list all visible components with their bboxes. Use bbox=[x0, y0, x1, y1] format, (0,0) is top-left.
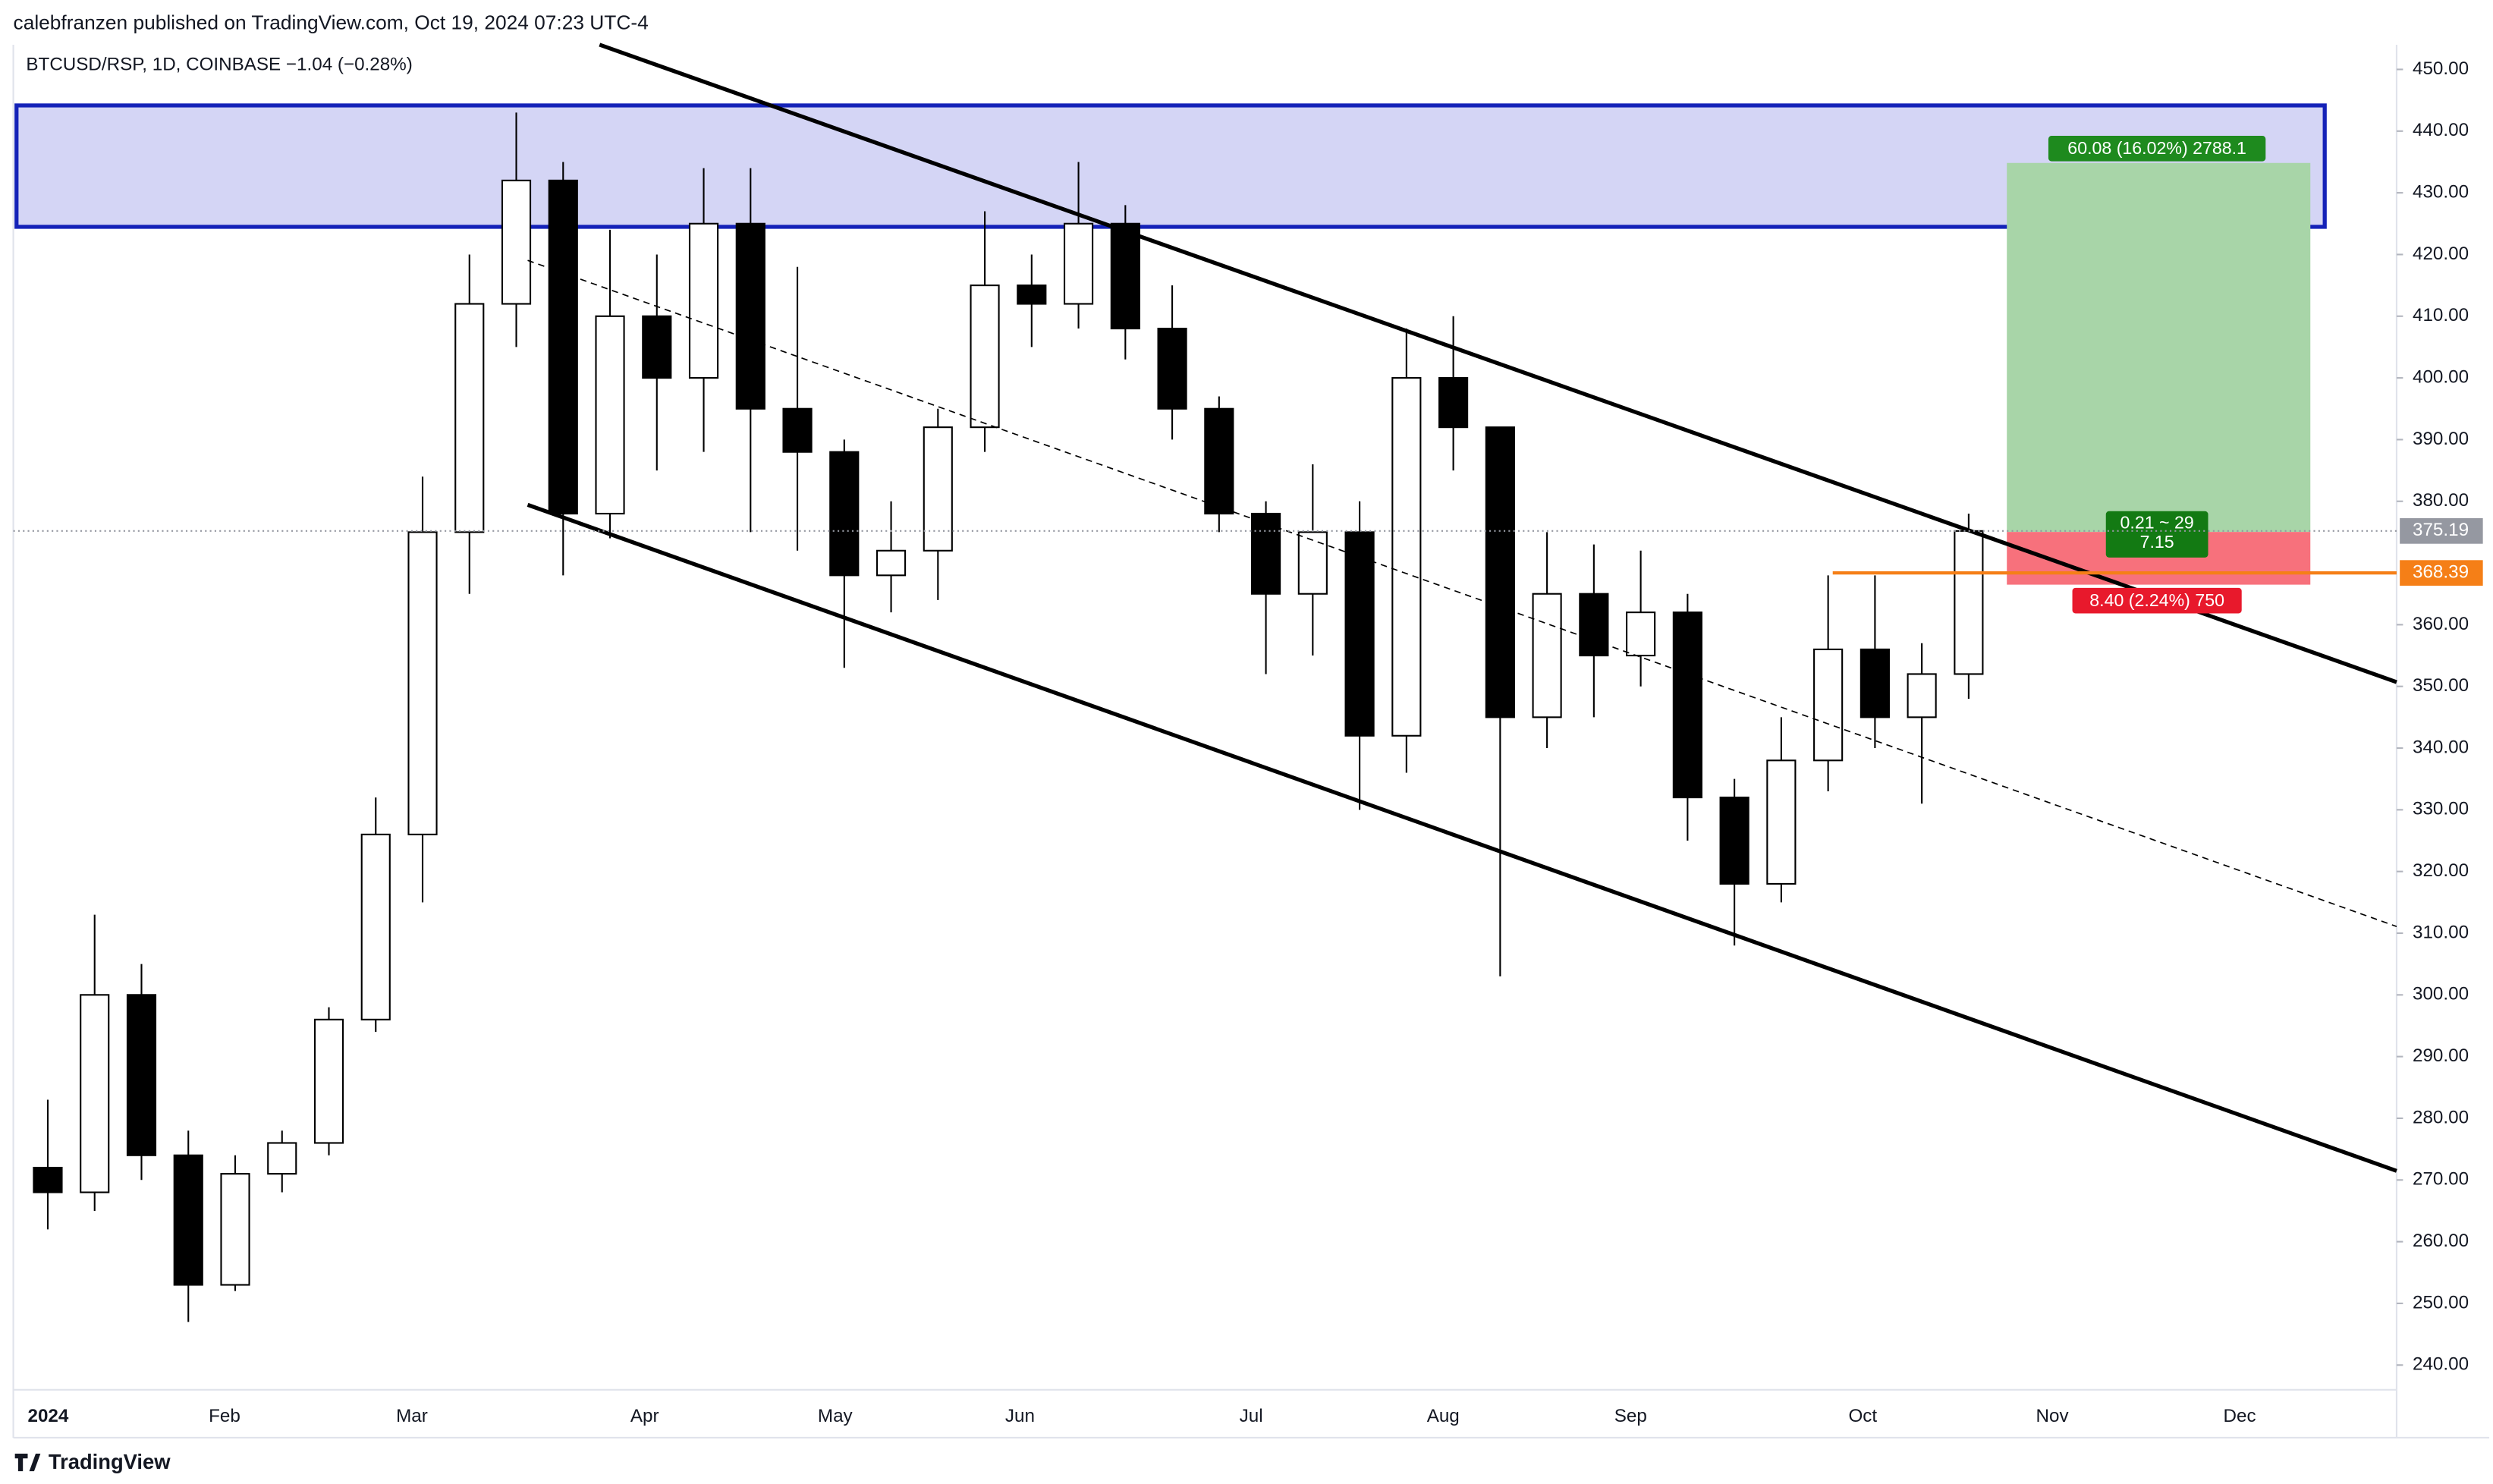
y-tick-label: 440.00 bbox=[2413, 120, 2469, 140]
candle-body bbox=[173, 1154, 203, 1286]
candle-body bbox=[1297, 531, 1328, 595]
target-label-box bbox=[2048, 135, 2266, 162]
y-tick-label: 400.00 bbox=[2413, 366, 2469, 387]
y-tick-label: 250.00 bbox=[2413, 1292, 2469, 1313]
ratio-label: 7.15 bbox=[2140, 532, 2174, 552]
y-tick-label: 240.00 bbox=[2413, 1354, 2469, 1375]
y-tick-label: 310.00 bbox=[2413, 922, 2469, 942]
x-tick-label: May bbox=[818, 1406, 854, 1426]
x-tick-label: Dec bbox=[2224, 1406, 2256, 1426]
candle-body bbox=[1204, 407, 1234, 515]
candle-body bbox=[126, 994, 157, 1156]
candle-body bbox=[360, 833, 391, 1020]
candle-body bbox=[33, 1166, 63, 1193]
candle-body bbox=[1251, 512, 1281, 595]
candle-body bbox=[220, 1173, 250, 1286]
candle-body bbox=[267, 1142, 297, 1175]
candle-body bbox=[1017, 285, 1047, 305]
channel-lower bbox=[527, 502, 2397, 1173]
y-tick-label: 320.00 bbox=[2413, 860, 2469, 881]
y-tick-label: 350.00 bbox=[2413, 675, 2469, 696]
last-price-label: 375.19 bbox=[2413, 520, 2469, 540]
candle-body bbox=[1954, 530, 1984, 675]
y-tick-label: 290.00 bbox=[2413, 1045, 2469, 1066]
candle-body bbox=[970, 285, 1000, 429]
x-tick-label: Feb bbox=[209, 1406, 240, 1426]
candle-body bbox=[313, 1018, 344, 1144]
y-tick-label: 410.00 bbox=[2413, 305, 2469, 325]
candle-body bbox=[1579, 593, 1609, 657]
x-tick-label: 2024 bbox=[28, 1406, 69, 1426]
candles bbox=[33, 112, 1984, 1322]
candle-body bbox=[1110, 222, 1140, 330]
pnl-label-box bbox=[2105, 511, 2208, 558]
candle-body bbox=[1860, 648, 1890, 718]
candle-body bbox=[829, 451, 860, 577]
channel-upper bbox=[599, 42, 2397, 684]
candle-body bbox=[407, 531, 438, 835]
target-label: 60.08 (16.02%) 2788.1 bbox=[2067, 138, 2246, 158]
publisher-line: calebfranzen published on TradingView.co… bbox=[14, 11, 649, 34]
y-tick-label: 280.00 bbox=[2413, 1107, 2469, 1127]
candle-body bbox=[1672, 612, 1702, 799]
candle-body bbox=[454, 303, 485, 533]
candle-body bbox=[735, 222, 766, 410]
candle-body bbox=[1438, 377, 1469, 429]
level-box bbox=[2400, 560, 2483, 586]
y-tick-label: 260.00 bbox=[2413, 1231, 2469, 1251]
candle-body bbox=[1063, 222, 1094, 305]
brand-logo bbox=[14, 1453, 41, 1472]
candle-body bbox=[1719, 797, 1750, 885]
candle-body bbox=[1485, 426, 1515, 718]
brand: TradingView bbox=[49, 1450, 171, 1473]
candle-body bbox=[1766, 759, 1797, 885]
candle-body bbox=[548, 179, 578, 515]
target-zone bbox=[2007, 162, 2311, 533]
resistance-zone bbox=[14, 103, 2327, 229]
candle-body bbox=[1626, 612, 1656, 657]
stop-label-box bbox=[2072, 587, 2242, 614]
candle-body bbox=[1157, 327, 1187, 410]
x-tick-label: Jul bbox=[1240, 1406, 1263, 1426]
candle-body bbox=[876, 549, 907, 577]
y-tick-label: 430.00 bbox=[2413, 182, 2469, 203]
candle-body bbox=[782, 407, 813, 453]
candle-body bbox=[1532, 593, 1562, 718]
y-tick-label: 380.00 bbox=[2413, 490, 2469, 511]
y-tick-label: 390.00 bbox=[2413, 429, 2469, 449]
stop-label: 8.40 (2.24%) 750 bbox=[2089, 590, 2224, 610]
y-tick-label: 300.00 bbox=[2413, 984, 2469, 1005]
y-tick-label: 450.00 bbox=[2413, 58, 2469, 79]
candle-body bbox=[642, 315, 672, 379]
x-tick-label: Sep bbox=[1614, 1406, 1647, 1426]
y-tick-label: 420.00 bbox=[2413, 244, 2469, 264]
y-tick-label: 360.00 bbox=[2413, 614, 2469, 634]
candle-body bbox=[1907, 673, 1937, 718]
y-tick-label: 330.00 bbox=[2413, 799, 2469, 819]
x-tick-label: Aug bbox=[1427, 1406, 1460, 1426]
candle-body bbox=[80, 994, 110, 1193]
candle-body bbox=[688, 222, 719, 379]
y-tick-label: 340.00 bbox=[2413, 737, 2469, 757]
pnl-label: 0.21 ~ 29 bbox=[2120, 513, 2194, 533]
level-label: 368.39 bbox=[2413, 562, 2469, 583]
candle-body bbox=[1391, 377, 1422, 737]
candle-body bbox=[923, 426, 953, 552]
x-tick-label: Apr bbox=[630, 1406, 659, 1426]
last-price-box bbox=[2400, 518, 2483, 544]
x-tick-label: Nov bbox=[2036, 1406, 2070, 1426]
y-tick-label: 270.00 bbox=[2413, 1169, 2469, 1190]
candle-body bbox=[1813, 648, 1844, 762]
x-tick-label: Oct bbox=[1848, 1406, 1877, 1426]
symbol-line: BTCUSD/RSP, 1D, COINBASE −1.04 (−0.28%) bbox=[26, 55, 412, 75]
candle-body bbox=[501, 179, 532, 305]
candle-body bbox=[595, 315, 625, 515]
candle-body bbox=[1344, 531, 1375, 737]
x-tick-label: Mar bbox=[396, 1406, 428, 1426]
x-tick-label: Jun bbox=[1005, 1406, 1035, 1426]
